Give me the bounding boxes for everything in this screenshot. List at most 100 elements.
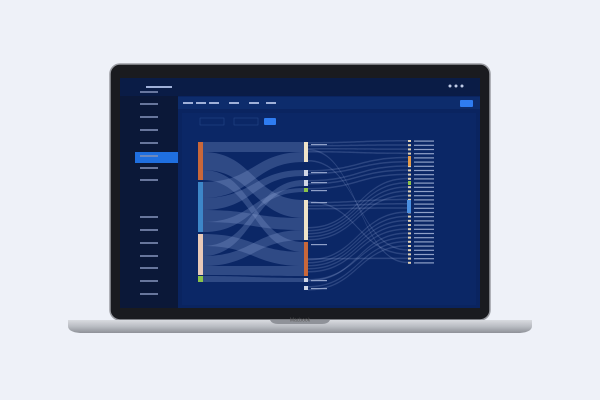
- sankey-flow: [203, 188, 304, 232]
- sankey-flow: [308, 198, 408, 204]
- sankey-flow: [308, 232, 408, 282]
- sankey-flow: [203, 180, 304, 256]
- sidebar-item: [140, 280, 158, 282]
- sidebar-item: [140, 229, 158, 231]
- node-label: [414, 169, 434, 172]
- top-bar: [120, 78, 480, 96]
- sankey-flow: [308, 236, 408, 281]
- sankey-node: [408, 173, 411, 176]
- node-label: [311, 244, 327, 246]
- node-label: [414, 211, 434, 214]
- sankey-flow: [308, 224, 408, 270]
- sankey-flow: [203, 210, 304, 230]
- sankey-node: [304, 188, 308, 192]
- sankey-flow: [308, 257, 408, 260]
- sidebar-item: [140, 255, 158, 257]
- sankey-flow: [308, 201, 408, 255]
- sankey-flow: [308, 215, 408, 264]
- node-label: [414, 199, 434, 201]
- sankey-flow: [308, 148, 408, 150]
- sankey-flow: [308, 151, 408, 155]
- tab-button[interactable]: [460, 100, 473, 107]
- sankey: [198, 140, 434, 291]
- sankey-flow: [203, 142, 304, 152]
- filter-input: [233, 117, 259, 126]
- sankey-node: [408, 261, 411, 264]
- node-label: [311, 190, 327, 192]
- node-label: [414, 207, 434, 209]
- sankey-node: [198, 142, 203, 180]
- sankey-flow: [308, 203, 408, 207]
- sidebar-item: [140, 142, 158, 144]
- toolbar-icon: [460, 84, 464, 88]
- sidebar: [120, 78, 178, 308]
- sankey-node: [408, 156, 411, 166]
- sidebar-item: [140, 179, 158, 181]
- sidebar-active-item[interactable]: [135, 152, 178, 163]
- node-label: [414, 203, 434, 205]
- node-label: [414, 165, 434, 167]
- sankey-flow: [308, 211, 408, 261]
- node-label: [414, 178, 434, 180]
- sankey-node: [408, 219, 411, 222]
- sankey-node: [408, 190, 411, 193]
- sankey-flow: [308, 240, 408, 288]
- tab-label: [229, 102, 239, 104]
- sankey-node: [198, 234, 203, 275]
- node-label: [414, 144, 434, 146]
- sankey-node: [198, 276, 203, 282]
- node-label: [414, 245, 434, 247]
- sankey-node: [408, 148, 411, 151]
- sankey-flow: [203, 234, 304, 266]
- toolbar-icon: [454, 84, 458, 88]
- ui-layer: [140, 84, 464, 295]
- sankey-node: [408, 245, 411, 247]
- sidebar-item: [140, 293, 158, 295]
- sankey-flow: [308, 207, 408, 210]
- node-label: [414, 190, 434, 193]
- sankey-flow: [308, 219, 408, 267]
- sidebar-item: [140, 103, 158, 105]
- node-label: [311, 182, 327, 184]
- sankey-node: [408, 152, 411, 155]
- sidebar-item: [140, 91, 158, 93]
- toolbar-icon: [448, 84, 452, 88]
- sankey-node: [304, 286, 308, 290]
- sankey-flow: [203, 170, 304, 210]
- sankey-node: [408, 144, 411, 147]
- sankey-flow: [308, 161, 408, 175]
- sankey-node: [408, 236, 411, 239]
- sankey-node: [408, 198, 411, 201]
- sankey-node: [408, 240, 411, 243]
- node-label: [414, 253, 434, 256]
- sankey-node: [408, 224, 411, 226]
- sankey-flow: [308, 169, 408, 185]
- node-label: [414, 195, 434, 197]
- sidebar-item: [140, 216, 158, 218]
- sidebar-item: [140, 129, 158, 131]
- sankey-flow: [308, 165, 408, 182]
- sankey-node: [408, 177, 411, 180]
- tab-label: [209, 102, 219, 104]
- node-label: [414, 148, 434, 151]
- node-label: [311, 280, 327, 282]
- node-label: [414, 228, 434, 230]
- node-label: [414, 220, 434, 222]
- sankey-flow: [203, 276, 304, 282]
- node-label: [414, 258, 434, 260]
- sankey-flow: [308, 140, 408, 144]
- sankey-node: [408, 194, 411, 197]
- sankey-flow: [308, 190, 408, 238]
- sankey-flow: [308, 177, 408, 229]
- notch: [270, 320, 330, 324]
- sankey-flow: [308, 228, 408, 273]
- sankey-node: [304, 242, 308, 276]
- query-button[interactable]: [264, 118, 276, 125]
- sankey-node: [408, 257, 411, 260]
- node-label: [414, 216, 434, 218]
- sankey-node: [408, 215, 411, 218]
- sankey-flow: [203, 170, 304, 252]
- sankey-flow: [308, 156, 408, 172]
